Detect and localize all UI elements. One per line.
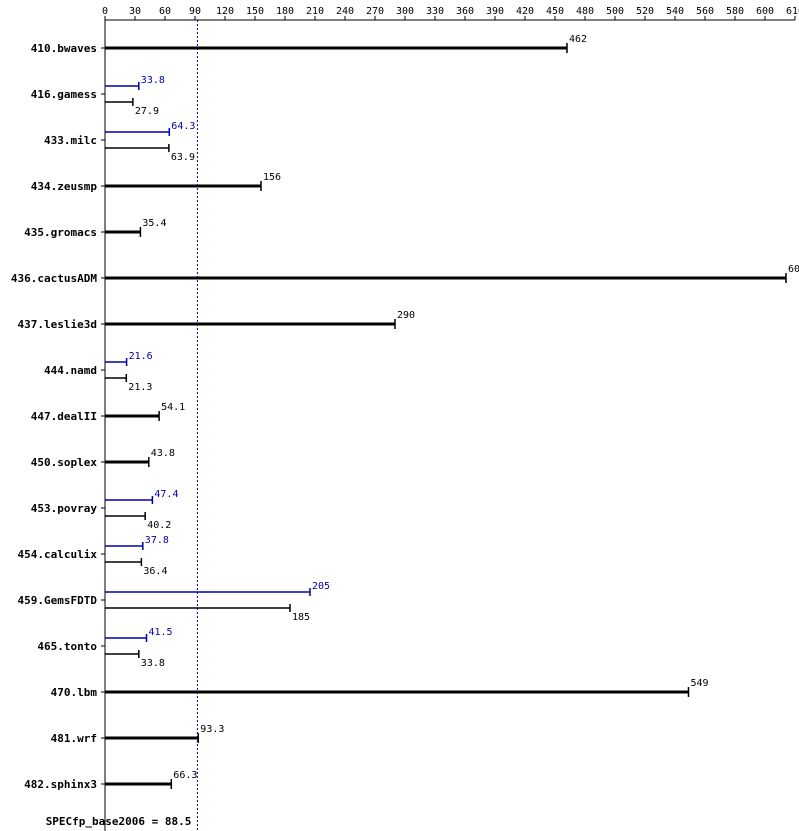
benchmark-chart: 0 30 60 90 120 150 180 210 240 270 300 330 360 390 420… [0,0,799,831]
bench-label: 433.milc [44,134,97,147]
value-label: 607 [788,264,799,275]
svg-text:500: 500 [606,6,624,17]
bench-label: 454.calculix [18,548,98,561]
bench-label: 482.sphinx3 [24,778,97,791]
value-label: 290 [397,310,415,321]
base-value-label: 21.3 [128,382,152,393]
bench-label: 434.zeusmp [31,180,98,193]
value-label: 35.4 [142,218,166,229]
svg-text:540: 540 [666,6,684,17]
value-label: 549 [691,678,709,689]
peak-value-label: 205 [312,581,330,592]
peak-value-label: 64.3 [171,121,195,132]
bench-label: 447.dealII [31,410,97,423]
base-value-label: 33.8 [141,658,165,669]
bench-label: 470.lbm [51,686,98,699]
bench-label: 465.tonto [37,640,97,653]
peak-value-label: 21.6 [129,351,153,362]
svg-text:580: 580 [726,6,744,17]
bench-label: 459.GemsFDTD [18,594,98,607]
svg-text:300: 300 [396,6,414,17]
bench-label: 437.leslie3d [18,318,97,331]
svg-text:360: 360 [456,6,474,17]
svg-text:30: 30 [129,6,141,17]
svg-text:0: 0 [102,6,108,17]
base-value-label: 63.9 [171,152,195,163]
value-label: 93.3 [200,724,224,735]
bench-label: 453.povray [31,502,98,515]
svg-text:520: 520 [636,6,654,17]
svg-text:60: 60 [159,6,171,17]
svg-text:450: 450 [546,6,564,17]
value-label: 156 [263,172,281,183]
bench-label: 435.gromacs [24,226,97,239]
svg-text:240: 240 [336,6,354,17]
peak-value-label: 37.8 [145,535,169,546]
svg-text:600: 600 [756,6,774,17]
value-label: 43.8 [151,448,175,459]
bench-label: 481.wrf [51,732,97,745]
svg-text:560: 560 [696,6,714,17]
svg-text:330: 330 [426,6,444,17]
bench-label: 416.gamess [31,88,97,101]
peak-value-label: 41.5 [149,627,173,638]
svg-text:150: 150 [246,6,264,17]
svg-text:180: 180 [276,6,294,17]
svg-text:610: 610 [786,6,799,17]
bench-label: 436.cactusADM [11,272,97,285]
peak-value-label: 47.4 [154,489,178,500]
svg-text:420: 420 [516,6,534,17]
value-label: 66.3 [173,770,197,781]
svg-text:270: 270 [366,6,384,17]
base-value-label: 36.4 [143,566,167,577]
svg-text:90: 90 [189,6,201,17]
value-label: 54.1 [161,402,185,413]
svg-text:120: 120 [216,6,234,17]
base-value-label: 27.9 [135,106,159,117]
svg-text:480: 480 [576,6,594,17]
svg-text:390: 390 [486,6,504,17]
peak-value-label: 33.8 [141,75,165,86]
base-value-label: 40.2 [147,520,171,531]
summary-base: SPECfp_base2006 = 88.5 [46,815,192,828]
base-value-label: 185 [292,612,310,623]
bench-label: 444.namd [44,364,97,377]
svg-text:210: 210 [306,6,324,17]
bench-label: 450.soplex [31,456,98,469]
value-label: 462 [569,34,587,45]
bench-label: 410.bwaves [31,42,97,55]
